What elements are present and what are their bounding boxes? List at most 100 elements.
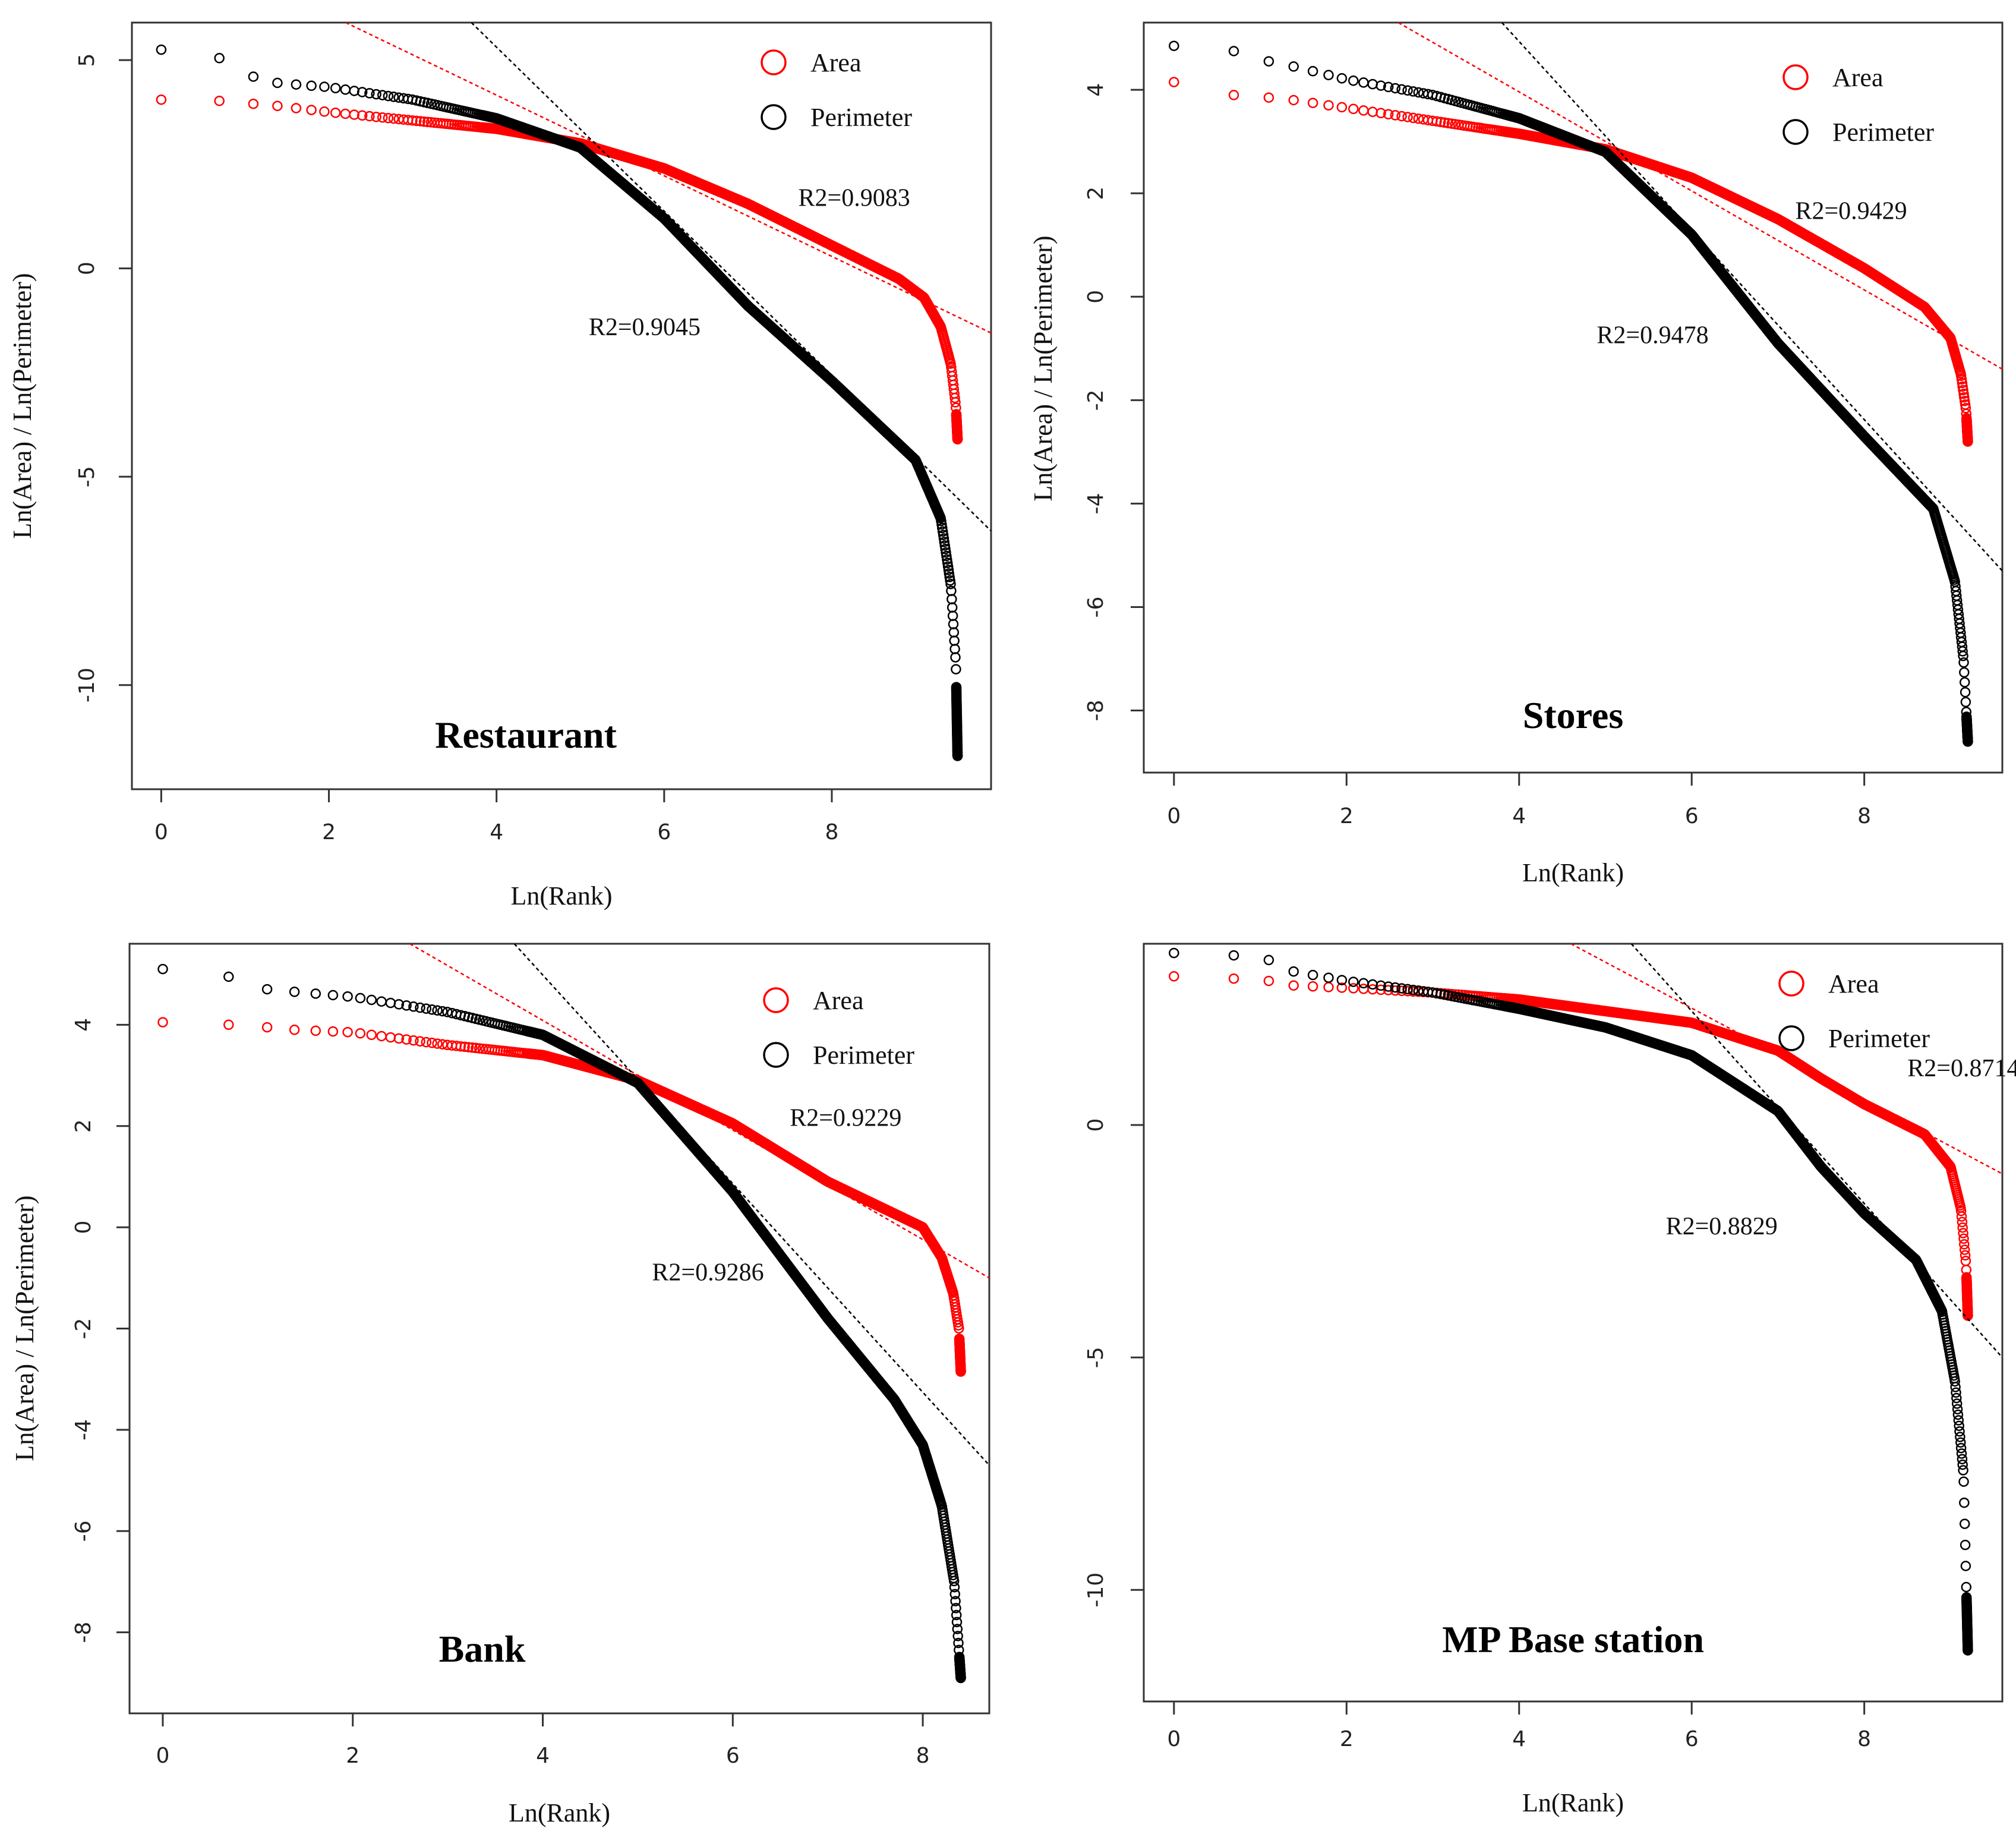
data-point <box>1375 108 1386 119</box>
legend-label-perimeter: Perimeter <box>810 103 912 132</box>
data-point <box>463 1042 474 1052</box>
data-point <box>411 115 422 127</box>
data-point <box>1367 78 1378 90</box>
data-point <box>223 1019 234 1031</box>
panel-title: Restaurant <box>435 714 617 756</box>
data-point <box>936 519 947 530</box>
data-point <box>459 1041 470 1052</box>
series-perimeter <box>156 44 963 761</box>
data-point <box>1435 116 1446 128</box>
y-tick-label: 5 <box>75 53 99 67</box>
data-point <box>1958 385 1968 396</box>
data-point <box>393 1033 405 1044</box>
data-point <box>376 1031 387 1042</box>
data-point <box>1336 102 1348 113</box>
data-point <box>1348 103 1359 115</box>
data-point <box>1431 116 1442 127</box>
fit-line-perimeter <box>471 23 991 532</box>
data-point <box>342 1026 353 1038</box>
y-tick-label: 4 <box>71 1018 96 1032</box>
data-point <box>319 81 330 92</box>
y-axis-title: Ln(Area) / Ln(Perimeter) <box>1028 235 1058 501</box>
data-point <box>938 533 949 544</box>
data-point <box>467 1042 478 1053</box>
y-tick-label: -2 <box>1084 389 1108 411</box>
data-point <box>1396 84 1407 95</box>
x-tick-label: 2 <box>1340 804 1354 828</box>
data-point <box>947 594 957 604</box>
data-point <box>1402 112 1413 122</box>
r2-label-perimeter: R2=0.9478 <box>1597 322 1708 349</box>
data-point <box>385 1032 396 1043</box>
data-point <box>1390 110 1401 121</box>
data-point <box>356 87 368 97</box>
legend-marker-perimeter <box>1782 119 1809 145</box>
data-point <box>1955 370 1967 382</box>
legend-marker-perimeter <box>761 104 787 130</box>
y-tick-label: 0 <box>71 1221 96 1234</box>
data-point <box>401 1034 412 1045</box>
data-point <box>272 100 283 111</box>
data-point <box>261 1022 273 1033</box>
x-tick-label: 8 <box>916 1744 930 1768</box>
y-tick-label: 2 <box>1084 187 1108 200</box>
data-point <box>1307 66 1318 77</box>
data-point <box>944 568 955 579</box>
data-point <box>408 1035 419 1046</box>
data-point <box>1307 97 1318 108</box>
data-point <box>330 83 341 94</box>
data-point <box>937 522 948 534</box>
data-point <box>349 109 359 120</box>
data-point <box>356 110 368 121</box>
data-point <box>944 572 955 582</box>
data-point <box>1960 686 1971 698</box>
data-point <box>415 96 426 107</box>
data-point <box>427 1038 437 1048</box>
data-point <box>939 537 950 547</box>
fit-line-perimeter <box>1501 23 2002 572</box>
y-tick-label: -6 <box>1084 597 1108 618</box>
data-point <box>936 515 947 527</box>
data-point <box>310 1025 321 1036</box>
data-point <box>289 1025 300 1035</box>
y-tick-label: 4 <box>1084 83 1108 97</box>
y-tick-label: -6 <box>71 1520 96 1542</box>
data-point <box>214 96 225 106</box>
plot-frame <box>1143 21 2004 774</box>
data-point <box>941 547 951 558</box>
legend-marker-area <box>761 49 787 75</box>
data-point <box>945 575 955 586</box>
data-point <box>455 1041 466 1052</box>
y-axis-title: Ln(Area) / Ln(Perimeter) <box>10 1195 39 1461</box>
r2-label-area: R2=0.9083 <box>799 184 910 212</box>
data-point <box>938 530 949 540</box>
legend-label-perimeter: Perimeter <box>1832 118 1934 147</box>
x-tick-label: 8 <box>825 820 839 844</box>
data-point <box>1439 117 1450 128</box>
data-point <box>1963 436 1973 447</box>
data-point <box>1323 100 1334 111</box>
data-point <box>1375 80 1386 91</box>
data-point <box>1959 392 1970 403</box>
data-point <box>1408 112 1419 124</box>
y-tick-label: -8 <box>71 1622 96 1643</box>
data-point <box>1390 83 1401 94</box>
data-point <box>248 71 259 82</box>
data-point <box>319 106 330 117</box>
y-axis-title: Ln(Area) / Ln(Perimeter) <box>8 273 37 538</box>
data-point <box>383 90 394 102</box>
data-point <box>388 92 399 102</box>
data-point <box>950 652 961 663</box>
data-point <box>383 112 394 124</box>
data-point <box>1957 377 1968 389</box>
x-tick-label: 8 <box>1857 804 1871 828</box>
y-tick-label: -4 <box>71 1419 96 1441</box>
data-point <box>952 751 963 761</box>
data-point <box>377 90 388 100</box>
data-point <box>1960 403 1971 414</box>
data-point <box>942 561 954 572</box>
data-point <box>1957 381 1968 392</box>
